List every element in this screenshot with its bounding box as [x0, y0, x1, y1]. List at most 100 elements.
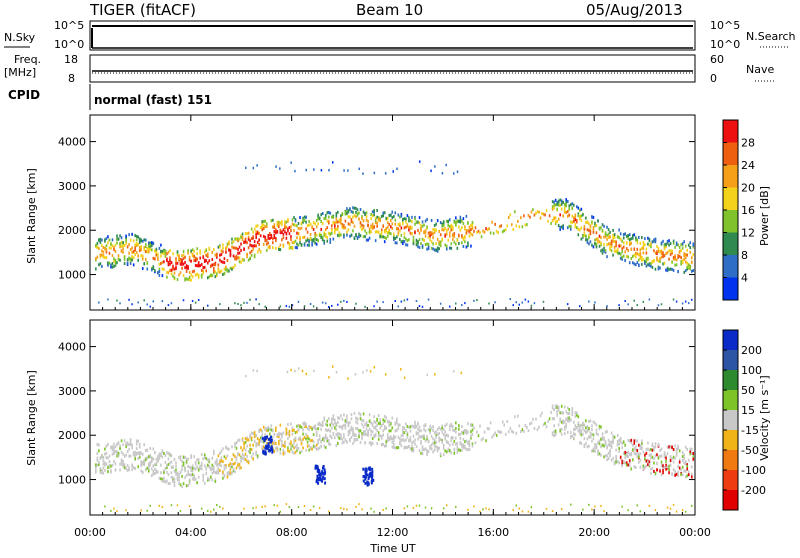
- range-cell: [418, 245, 421, 249]
- range-cell: [193, 476, 195, 480]
- range-cell: [442, 228, 445, 232]
- range-cell: [253, 255, 256, 259]
- range-cell: [247, 246, 250, 250]
- range-cell: [330, 231, 333, 235]
- range-cell: [604, 248, 607, 252]
- range-cell: [362, 226, 365, 230]
- range-cell: [624, 232, 627, 236]
- range-cell: [272, 241, 274, 245]
- range-cell: [362, 235, 365, 239]
- range-cell: [624, 452, 627, 456]
- x-tick-label: 04:00: [175, 526, 207, 539]
- ground-scatter-cell: [276, 504, 279, 507]
- range-cell: [317, 239, 319, 243]
- range-cell: [370, 421, 372, 425]
- velocity-blob-cell: [270, 445, 273, 449]
- range-cell: [246, 436, 248, 440]
- range-cell: [621, 464, 623, 468]
- range-cell: [208, 478, 211, 482]
- range-cell: [334, 228, 336, 232]
- range-cell: [197, 275, 200, 279]
- range-cell: [382, 211, 385, 215]
- range-cell: [553, 434, 555, 438]
- range-cell: [196, 252, 198, 256]
- range-cell: [356, 212, 359, 216]
- range-cell: [111, 254, 114, 258]
- range-cell: [474, 226, 477, 230]
- range-cell: [147, 244, 150, 248]
- range-cell: [119, 446, 121, 450]
- range-cell: [323, 233, 326, 237]
- range-cell: [358, 411, 360, 415]
- ground-scatter-cell: [243, 301, 245, 304]
- range-cell: [371, 442, 374, 446]
- range-cell: [367, 238, 369, 242]
- range-cell: [495, 433, 498, 437]
- range-cell: [368, 230, 371, 234]
- range-cell: [600, 243, 602, 247]
- range-cell: [467, 442, 469, 446]
- range-cell: [563, 432, 566, 436]
- range-cell: [448, 224, 451, 228]
- range-cell: [541, 411, 543, 415]
- ground-scatter-cell: [488, 302, 490, 305]
- range-cell: [324, 232, 327, 236]
- range-cell: [651, 260, 654, 264]
- range-cell: [669, 241, 672, 245]
- range-cell: [554, 220, 557, 224]
- range-cell: [455, 430, 457, 434]
- range-cell: [122, 241, 124, 245]
- range-cell: [535, 211, 537, 215]
- range-cell: [445, 244, 448, 248]
- ground-scatter-cell: [530, 506, 533, 509]
- range-cell: [678, 458, 681, 462]
- velocity-blob-cell: [368, 466, 371, 470]
- range-cell: [656, 258, 658, 262]
- range-cell: [255, 450, 257, 454]
- range-cell: [167, 263, 170, 267]
- range-cell: [235, 254, 238, 258]
- range-cell: [603, 249, 605, 253]
- range-cell: [320, 440, 323, 444]
- ground-scatter-cell: [515, 301, 518, 304]
- range-cell: [607, 443, 610, 447]
- ground-scatter-cell: [591, 508, 593, 511]
- range-cell: [456, 441, 459, 445]
- range-cell: [556, 406, 558, 410]
- range-cell: [167, 261, 170, 265]
- range-cell: [662, 466, 664, 470]
- range-cell: [99, 255, 102, 259]
- range-cell: [414, 426, 416, 430]
- range-cell: [303, 424, 306, 428]
- range-cell: [612, 228, 614, 232]
- range-cell: [220, 459, 223, 463]
- range-cell: [509, 426, 512, 430]
- range-cell: [405, 428, 407, 432]
- range-cell: [225, 445, 227, 449]
- range-cell: [163, 267, 165, 271]
- velocity-blob-cell: [266, 435, 269, 439]
- range-cell: [391, 437, 394, 441]
- range-cell: [338, 218, 341, 222]
- range-cell: [456, 246, 459, 250]
- colorbar-tick-label: 4: [741, 272, 748, 285]
- range-cell: [582, 234, 584, 238]
- range-cell: [662, 471, 664, 475]
- range-cell: [137, 258, 139, 262]
- range-cell: [680, 243, 682, 247]
- ground-scatter-cell: [200, 507, 203, 510]
- range-cell: [530, 421, 533, 425]
- range-cell: [635, 448, 637, 452]
- range-cell: [536, 210, 539, 214]
- range-cell: [302, 421, 304, 425]
- range-cell: [619, 438, 622, 442]
- range-cell: [206, 276, 209, 280]
- range-cell: [323, 416, 326, 420]
- range-cell: [447, 447, 450, 451]
- range-cell: [330, 417, 333, 421]
- x-tick-label: 00:00: [679, 526, 711, 539]
- range-cell: [524, 223, 527, 227]
- ground-scatter-cell: [312, 505, 315, 508]
- range-cell: [265, 427, 268, 431]
- range-cell: [687, 266, 690, 270]
